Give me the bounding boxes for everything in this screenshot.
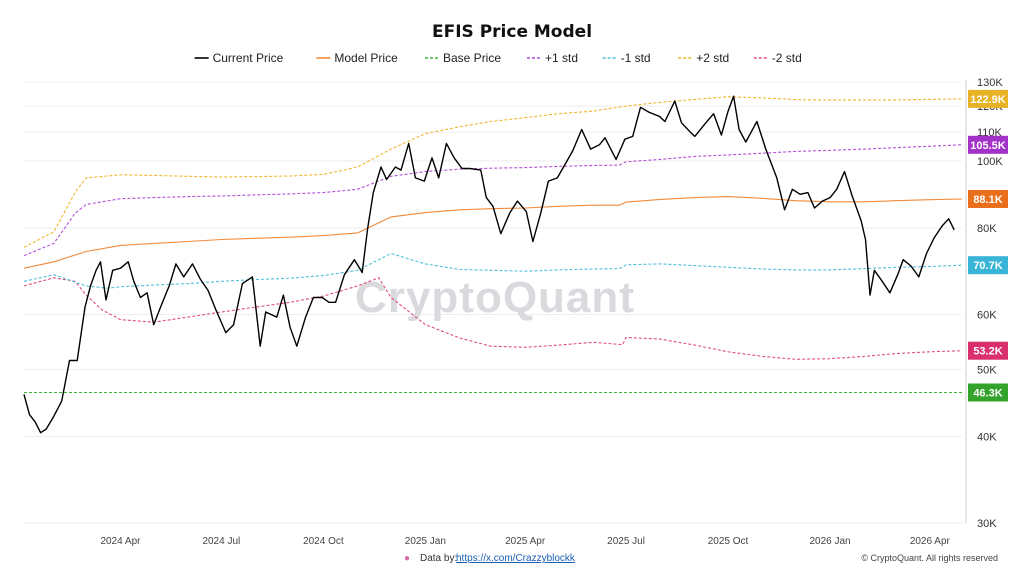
legend-label: -2 std xyxy=(772,51,802,65)
x-tick-label: 2025 Jul xyxy=(607,536,645,547)
legend-item-m2[interactable]: -2 std xyxy=(753,51,802,65)
series-line-m2 xyxy=(23,277,963,360)
badge-background xyxy=(968,135,1008,154)
series-line-m1 xyxy=(23,252,963,289)
badge-background xyxy=(968,383,1008,402)
chart-legend: Current Price Model Price Base Price +1 std… xyxy=(194,51,802,65)
y-tick-label: 40K xyxy=(977,431,997,443)
data-by-label: Data by: xyxy=(420,553,457,564)
legend-item-model[interactable]: Model Price xyxy=(316,51,398,65)
last-value-badge-p1: 105.5K xyxy=(968,135,1008,154)
y-tick-label: 130K xyxy=(977,77,1003,89)
last-value-badge-p2: 122.9K xyxy=(968,89,1008,108)
legend-item-base[interactable]: Base Price xyxy=(425,51,501,65)
last-value-badge-model: 88.1K xyxy=(968,190,1008,209)
badge-background xyxy=(968,256,1008,275)
badge-background xyxy=(968,190,1008,209)
y-tick-label: 50K xyxy=(977,364,997,376)
series-line-model xyxy=(23,196,963,269)
last-value-badge-m1: 70.7K xyxy=(968,256,1008,275)
x-tick-label: 2025 Apr xyxy=(505,536,546,547)
y-tick-label: 60K xyxy=(977,310,997,322)
brain-icon: ● xyxy=(404,553,410,564)
legend-label: -1 std xyxy=(621,51,651,65)
x-tick-label: 2024 Jul xyxy=(202,536,240,547)
badge-value: 70.7K xyxy=(973,260,1002,272)
x-tick-label: 2024 Oct xyxy=(303,536,344,547)
badge-value: 88.1K xyxy=(973,194,1002,206)
x-tick-label: 2024 Apr xyxy=(100,536,141,547)
badge-background xyxy=(968,89,1008,108)
x-tick-label: 2026 Apr xyxy=(910,536,951,547)
x-axis-ticks: 2024 Apr 2024 Jul 2024 Oct 2025 Jan 2025 Apr… xyxy=(100,536,950,547)
legend-item-p1[interactable]: +1 std xyxy=(527,51,578,65)
watermark: CryptoQuant xyxy=(355,273,635,322)
last-value-badges: 122.9K 105.5K 88.1K 70.7K 53.2K 46.3K xyxy=(968,89,1008,402)
badge-background xyxy=(968,341,1008,360)
legend-item-m1[interactable]: -1 std xyxy=(602,51,651,65)
copyright-text: © CryptoQuant. All rights reserved xyxy=(861,553,998,563)
last-value-badge-m2: 53.2K xyxy=(968,341,1008,360)
series-line-p1 xyxy=(23,144,963,257)
y-tick-label: 80K xyxy=(977,223,997,235)
x-tick-label: 2025 Oct xyxy=(708,536,749,547)
y-tick-label: 30K xyxy=(977,518,997,530)
legend-label: Base Price xyxy=(443,51,501,65)
badge-value: 122.9K xyxy=(970,94,1006,106)
footer: ● Data by: https://x.com/Crazzyblockk © … xyxy=(404,553,998,564)
legend-label: +2 std xyxy=(696,51,729,65)
chart-title: EFIS Price Model xyxy=(432,22,592,42)
series-lines xyxy=(23,95,963,434)
legend-item-current[interactable]: Current Price xyxy=(194,51,284,65)
series-line-current xyxy=(23,95,955,434)
x-tick-label: 2026 Jan xyxy=(809,536,850,547)
last-value-badge-base: 46.3K xyxy=(968,383,1008,402)
y-tick-label: 100K xyxy=(977,156,1003,168)
y-axis-ticks: 30K40K50K60K80K100K110K120K130K xyxy=(977,77,1003,530)
legend-label: Model Price xyxy=(334,51,398,65)
series-line-p2 xyxy=(23,96,963,248)
badge-value: 46.3K xyxy=(973,387,1002,399)
legend-label: Current Price xyxy=(213,51,284,65)
legend-item-p2[interactable]: +2 std xyxy=(678,51,729,65)
badge-value: 105.5K xyxy=(970,140,1006,152)
grid-lines xyxy=(24,81,962,524)
badge-value: 53.2K xyxy=(973,346,1002,358)
data-by-link[interactable]: https://x.com/Crazzyblockk xyxy=(456,553,576,564)
legend-label: +1 std xyxy=(545,51,578,65)
x-tick-label: 2025 Jan xyxy=(405,536,446,547)
